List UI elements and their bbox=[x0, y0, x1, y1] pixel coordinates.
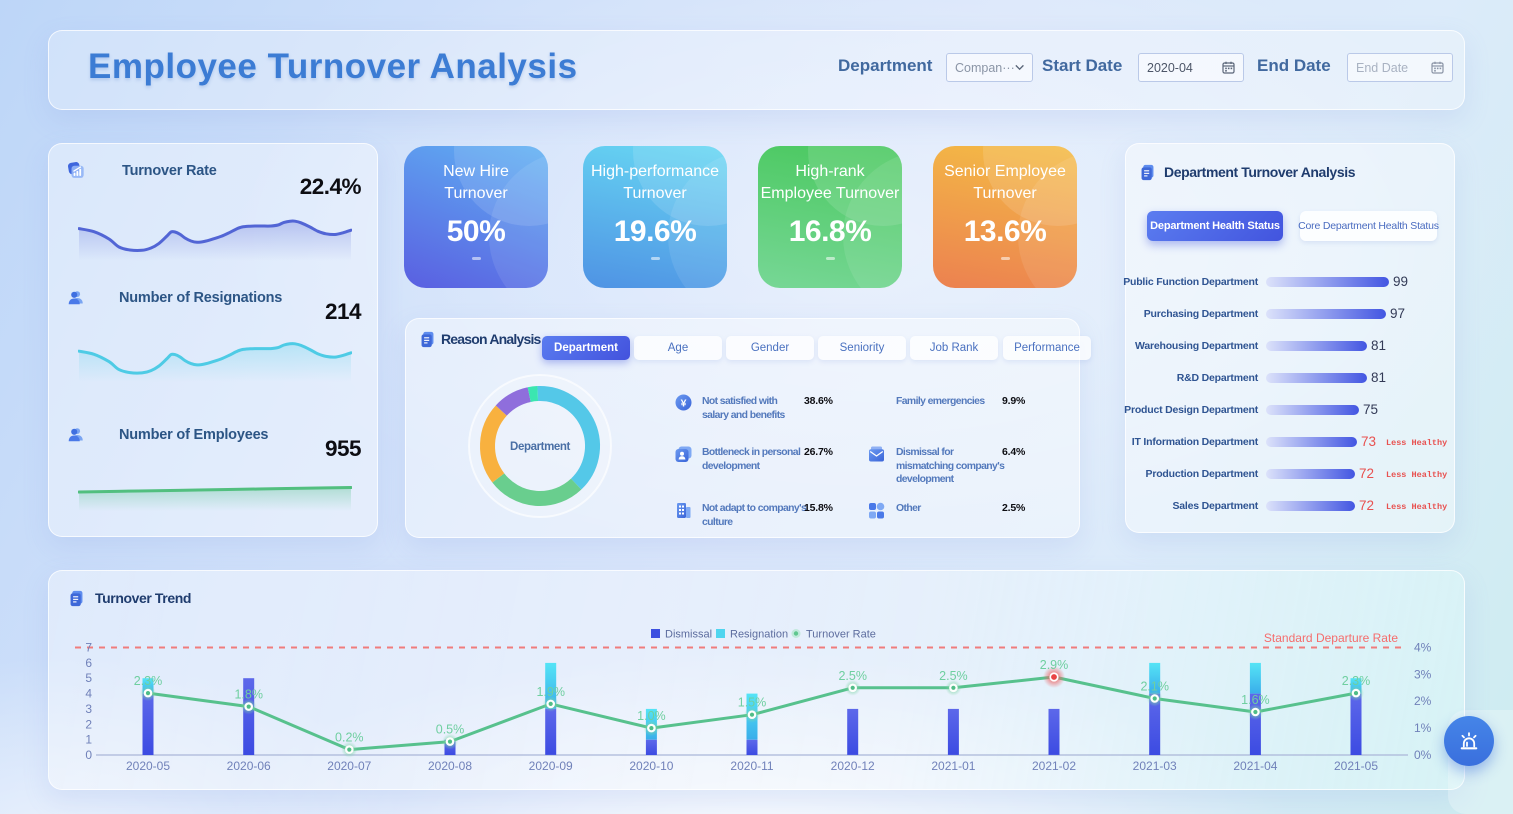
svg-text:2.5%: 2.5% bbox=[939, 669, 968, 683]
svg-text:2.3%: 2.3% bbox=[134, 674, 163, 688]
svg-text:4%: 4% bbox=[1414, 640, 1432, 654]
svg-text:5: 5 bbox=[85, 671, 92, 685]
svg-text:2021-02: 2021-02 bbox=[1032, 759, 1076, 773]
svg-text:Turnover Rate: Turnover Rate bbox=[806, 629, 876, 641]
svg-text:1.8%: 1.8% bbox=[234, 688, 263, 702]
svg-text:0%: 0% bbox=[1414, 748, 1432, 762]
svg-text:2020-08: 2020-08 bbox=[428, 759, 472, 773]
svg-text:0: 0 bbox=[85, 748, 92, 762]
svg-text:4: 4 bbox=[85, 687, 92, 701]
svg-text:2020-07: 2020-07 bbox=[327, 759, 371, 773]
svg-text:Dismissal: Dismissal bbox=[665, 629, 712, 641]
svg-text:0.2%: 0.2% bbox=[335, 731, 364, 745]
svg-text:7: 7 bbox=[85, 641, 92, 655]
svg-text:1.9%: 1.9% bbox=[536, 685, 565, 699]
svg-text:2021-01: 2021-01 bbox=[931, 759, 975, 773]
svg-text:Standard Departure Rate: Standard Departure Rate bbox=[1264, 631, 1398, 645]
svg-text:2020-11: 2020-11 bbox=[730, 759, 773, 773]
svg-text:3%: 3% bbox=[1414, 667, 1432, 681]
svg-text:1%: 1% bbox=[1414, 721, 1432, 735]
svg-text:Resignation: Resignation bbox=[730, 629, 788, 641]
svg-text:2: 2 bbox=[85, 717, 92, 731]
svg-text:2020-12: 2020-12 bbox=[831, 759, 875, 773]
svg-text:2.3%: 2.3% bbox=[1342, 674, 1371, 688]
svg-text:2.1%: 2.1% bbox=[1140, 680, 1169, 694]
svg-text:2.9%: 2.9% bbox=[1040, 658, 1069, 672]
svg-text:2020-09: 2020-09 bbox=[529, 759, 573, 773]
svg-text:2021-05: 2021-05 bbox=[1334, 759, 1378, 773]
svg-text:2.5%: 2.5% bbox=[838, 669, 867, 683]
svg-text:1.5%: 1.5% bbox=[738, 696, 767, 710]
svg-text:1: 1 bbox=[85, 733, 92, 747]
svg-text:1.6%: 1.6% bbox=[1241, 693, 1270, 707]
svg-text:6: 6 bbox=[85, 656, 92, 670]
svg-text:2020-06: 2020-06 bbox=[227, 759, 271, 773]
svg-text:2021-04: 2021-04 bbox=[1233, 759, 1277, 773]
svg-text:¥: ¥ bbox=[681, 397, 687, 409]
svg-text:0.5%: 0.5% bbox=[436, 723, 465, 737]
svg-text:2020-05: 2020-05 bbox=[126, 759, 170, 773]
svg-text:3: 3 bbox=[85, 702, 92, 716]
svg-text:2021-03: 2021-03 bbox=[1133, 759, 1177, 773]
svg-text:1.0%: 1.0% bbox=[637, 709, 666, 723]
svg-text:Department: Department bbox=[510, 441, 570, 453]
svg-text:2020-10: 2020-10 bbox=[629, 759, 673, 773]
svg-text:2%: 2% bbox=[1414, 694, 1432, 708]
